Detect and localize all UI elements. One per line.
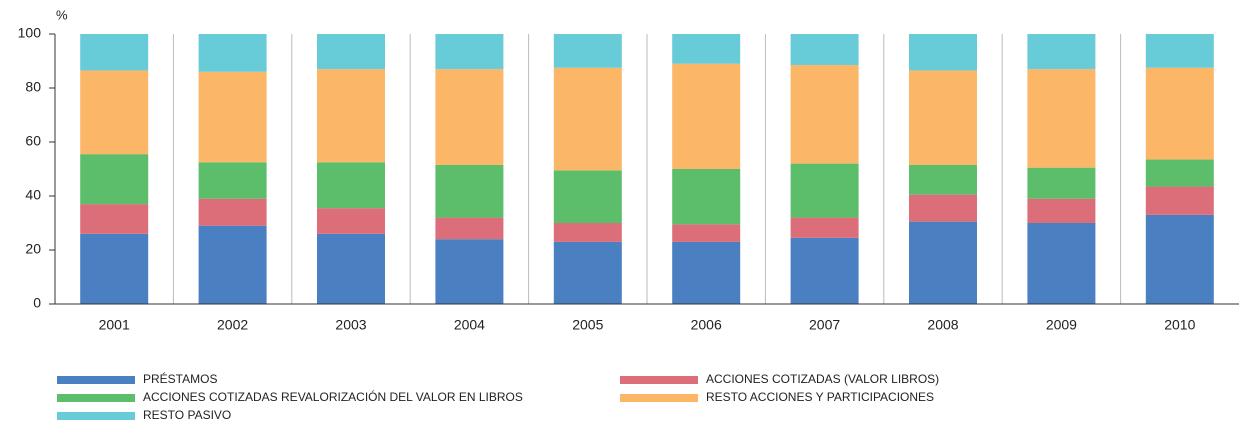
bar-segment (1145, 67, 1214, 160)
legend-swatch (57, 394, 135, 402)
x-tick-label: 2009 (1046, 317, 1077, 333)
bar-segment (672, 169, 741, 225)
x-tick-label: 2003 (335, 317, 366, 333)
bar-segment (435, 239, 504, 304)
bar-segment (790, 34, 859, 66)
bar-segment (790, 65, 859, 164)
bar-segment (909, 221, 977, 304)
legend-swatch (57, 412, 135, 420)
bar-segment (790, 217, 859, 238)
x-tick-label: 2002 (217, 317, 248, 333)
bar-segment (553, 241, 622, 304)
bar-segment (80, 34, 149, 71)
bar-segment (317, 162, 385, 209)
y-tick-label: 0 (33, 295, 41, 311)
bar-segment (672, 34, 741, 64)
y-tick-label: 20 (25, 241, 41, 257)
bar-segment (435, 164, 504, 218)
bar-segment (317, 69, 385, 163)
bar-segment (672, 63, 741, 170)
bar-segment (790, 163, 859, 218)
legend-swatch (620, 394, 698, 402)
bar-segment (435, 217, 504, 240)
bar-segment (1027, 223, 1096, 304)
bar-segment (80, 204, 149, 234)
bar-segment (198, 71, 267, 163)
bar-segment (198, 225, 267, 304)
legend-label: RESTO PASIVO (143, 408, 231, 422)
bar-segment (435, 34, 504, 70)
bar-segment (553, 170, 622, 223)
bar-segment (1145, 214, 1214, 304)
y-tick-label: 60 (25, 133, 41, 149)
bar-segment (909, 70, 977, 165)
legend-label: PRÉSTAMOS (143, 371, 217, 386)
y-axis-label: % (56, 7, 68, 22)
bar-segment (790, 237, 859, 304)
bar-segment (80, 233, 149, 304)
x-tick-label: 2001 (99, 317, 130, 333)
bar-segment (553, 34, 622, 68)
x-tick-label: 2005 (572, 317, 603, 333)
bar-segment (1145, 34, 1214, 68)
bar-segment (317, 208, 385, 234)
bar-segment (1145, 186, 1214, 215)
bar-segment (553, 223, 622, 242)
bar-segment (1027, 69, 1096, 168)
legend-label: ACCIONES COTIZADAS REVALORIZACIÓN DEL VA… (143, 389, 523, 404)
x-tick-label: 2008 (927, 317, 958, 333)
legend-label: RESTO ACCIONES Y PARTICIPACIONES (706, 390, 934, 404)
bar-segment (435, 69, 504, 165)
bar-segment (198, 34, 267, 72)
y-tick-label: 80 (25, 79, 41, 95)
bar-segment (198, 198, 267, 226)
bar-segment (672, 241, 741, 304)
bar-segment (1145, 159, 1214, 187)
bar-segment (317, 34, 385, 70)
x-tick-label: 2004 (454, 317, 485, 333)
bar-segment (80, 70, 149, 155)
bar-segment (909, 164, 977, 195)
y-tick-label: 100 (18, 25, 42, 41)
bar-segment (1027, 34, 1096, 70)
x-tick-label: 2010 (1164, 317, 1195, 333)
x-tick-label: 2007 (809, 317, 840, 333)
bar-segment (553, 67, 622, 171)
bar-segment (909, 194, 977, 222)
bar-segment (909, 34, 977, 71)
legend-label: ACCIONES COTIZADAS (VALOR LIBROS) (706, 372, 939, 386)
x-tick-label: 2006 (691, 317, 722, 333)
legend-swatch (57, 376, 135, 384)
legend-swatch (620, 376, 698, 384)
y-tick-label: 40 (25, 187, 41, 203)
bar-segment (672, 224, 741, 242)
bar-segment (1027, 198, 1096, 223)
bar-segment (1027, 167, 1096, 199)
bar-segment (80, 154, 149, 205)
bar-segment (317, 233, 385, 304)
bar-segment (198, 162, 267, 199)
